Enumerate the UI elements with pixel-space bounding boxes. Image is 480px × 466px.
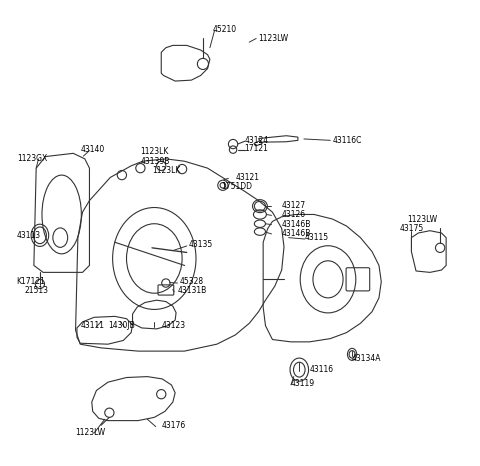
Text: 43127: 43127 [282, 201, 306, 210]
Text: 43131B: 43131B [178, 287, 207, 295]
Text: 43111: 43111 [80, 321, 104, 330]
Text: 1123LW: 1123LW [75, 428, 106, 437]
Text: 43146B: 43146B [282, 220, 311, 229]
Text: K17121: K17121 [17, 277, 46, 286]
Text: 43124: 43124 [245, 136, 269, 145]
Text: 21513: 21513 [24, 287, 48, 295]
Text: 1123LW: 1123LW [407, 215, 437, 224]
Text: 1123GX: 1123GX [17, 154, 47, 164]
Text: 43175: 43175 [400, 224, 424, 233]
Text: 17121: 17121 [245, 144, 268, 153]
Text: 43123: 43123 [161, 321, 185, 330]
Text: 43115: 43115 [305, 233, 329, 242]
Text: 1123LK: 1123LK [141, 147, 169, 157]
Text: 43113: 43113 [17, 231, 41, 240]
Text: 43140: 43140 [80, 145, 105, 154]
Text: 1751DD: 1751DD [221, 182, 252, 191]
Text: 1123LK: 1123LK [152, 166, 180, 175]
Text: 43135: 43135 [189, 240, 213, 249]
Text: 45210: 45210 [212, 25, 236, 34]
Text: 43139B: 43139B [141, 157, 170, 166]
Text: 43121: 43121 [235, 173, 259, 182]
Text: 43176: 43176 [161, 421, 185, 430]
Text: 45328: 45328 [180, 277, 204, 286]
Text: 43116: 43116 [310, 365, 334, 374]
Text: 43116C: 43116C [333, 136, 362, 145]
Text: 43146B: 43146B [282, 229, 311, 239]
Text: 1430JB: 1430JB [108, 321, 135, 330]
Text: 43126: 43126 [282, 210, 306, 219]
Text: 43134A: 43134A [351, 354, 381, 363]
Text: 43119: 43119 [291, 379, 315, 388]
Text: 1123LW: 1123LW [259, 34, 288, 43]
